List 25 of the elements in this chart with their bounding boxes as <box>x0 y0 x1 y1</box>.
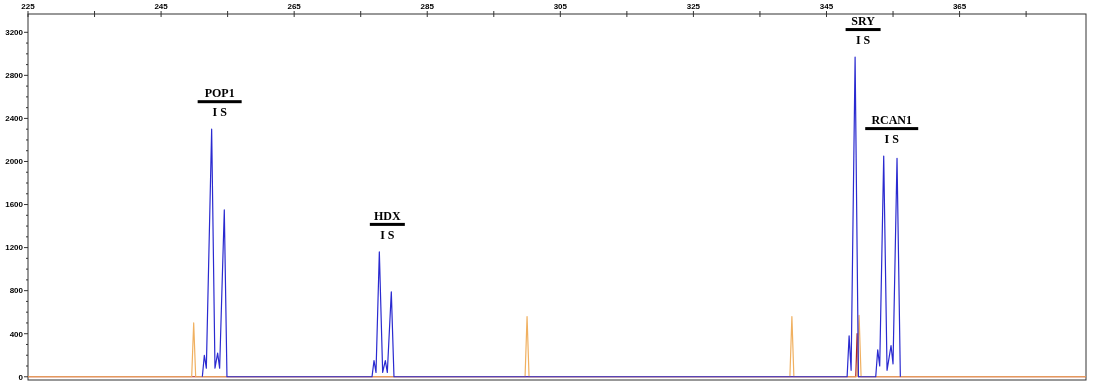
y-tick-label: 400 <box>9 329 24 339</box>
annotation: HDX <box>374 209 401 224</box>
y-tick-label: 3200 <box>5 28 24 38</box>
x-tick-label: 245 <box>154 2 169 11</box>
x-tick-label: 285 <box>420 2 435 11</box>
annotation: SRY <box>851 14 876 29</box>
y-tick-label: 2800 <box>5 71 24 81</box>
x-tick-label: 265 <box>287 2 302 11</box>
x-tick-label: 365 <box>952 2 967 11</box>
annotation: I S <box>380 228 395 243</box>
y-tick-label: 2000 <box>5 157 24 167</box>
annotation: POP1 <box>204 86 235 101</box>
y-tick-label: 1200 <box>5 243 24 253</box>
x-tick-label: 325 <box>686 2 701 11</box>
annotation: RCAN1 <box>871 113 913 128</box>
y-tick-label: 0 <box>18 372 24 382</box>
y-tick-label: 800 <box>9 286 24 296</box>
y-tick-label: 2400 <box>5 114 24 124</box>
x-tick-label: 225 <box>21 2 36 11</box>
y-tick-label: 1600 <box>5 200 24 210</box>
annotation: I S <box>855 33 871 48</box>
annotation: I S <box>884 132 900 147</box>
x-tick-label: 345 <box>819 2 834 11</box>
annotation: I S <box>212 105 228 120</box>
x-tick-label: 305 <box>553 2 568 11</box>
